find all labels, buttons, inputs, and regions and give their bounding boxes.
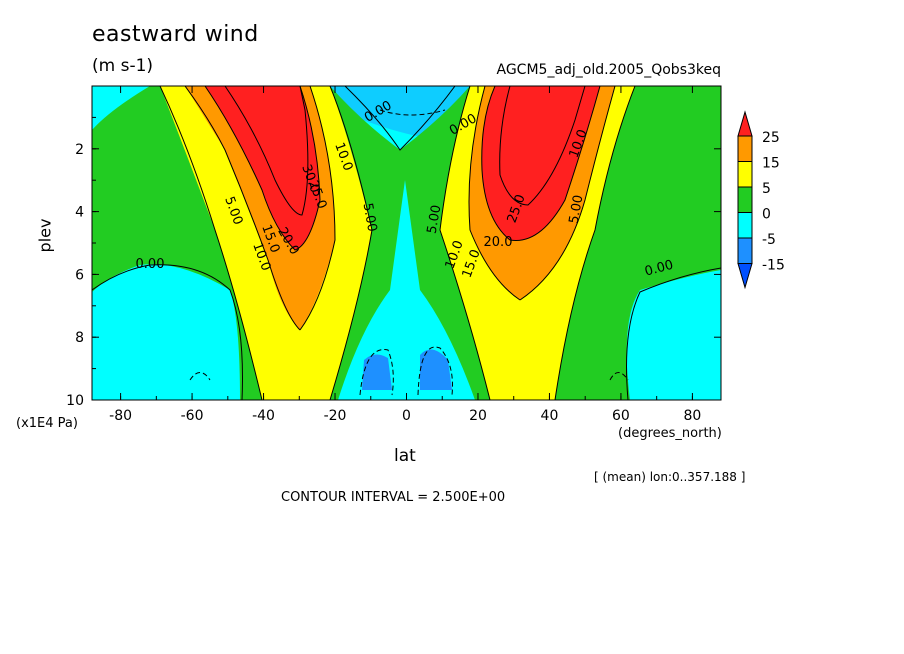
contour-label: 5.00	[567, 194, 587, 225]
x-tick-label: -40	[252, 408, 275, 424]
mean-info: [ (mean) lon:0..357.188 ]	[594, 470, 746, 484]
colorbar-segment	[737, 237, 753, 264]
x-tick-label: 80	[683, 408, 701, 424]
colorbar-label: -5	[762, 232, 776, 248]
colorbar-label: 5	[762, 181, 771, 197]
x-tick-label: 0	[402, 408, 411, 424]
chart-title: eastward wind	[92, 22, 259, 47]
colorbar-segment	[737, 161, 753, 188]
axes: -80 -60 -40 -20 0 20 40 60 80 2 4 6 8 10	[66, 86, 721, 424]
y-tick-label: 4	[75, 205, 84, 221]
contour-label: 0.00	[136, 257, 165, 272]
chart-units: (m s-1)	[92, 56, 154, 76]
y-tick-label: 6	[75, 267, 84, 283]
x-tick-label: 60	[612, 408, 630, 424]
contour-label: 0.00	[643, 258, 675, 280]
x-tick-label: -20	[324, 408, 347, 424]
x-tick-label: -60	[181, 408, 204, 424]
y-tick-label: 2	[75, 142, 84, 158]
colorbar-arrow-bottom	[737, 263, 753, 290]
colorbar-arrow-top	[737, 110, 753, 137]
x-axis-label: lat	[394, 446, 416, 466]
colorbar-label: 15	[762, 156, 780, 172]
contour-label: 20.0	[484, 235, 513, 250]
colorbar-label: 25	[762, 130, 780, 146]
fill-negative-pocket	[420, 349, 452, 390]
contour-interval: CONTOUR INTERVAL = 2.500E+00	[281, 490, 506, 505]
colorbar-segment	[737, 212, 753, 239]
colorbar: 25 15 5 0 -5 -15	[737, 110, 785, 290]
contour-lines	[92, 86, 721, 400]
y-tick-label: 10	[66, 393, 84, 409]
contour-label: 5.00	[425, 204, 445, 235]
x-tick-label: 40	[541, 408, 559, 424]
y-tick-label: 8	[75, 330, 84, 346]
dataset-name: AGCM5_adj_old.2005_Qobs3keq	[496, 62, 722, 78]
fill-negative-pocket	[362, 354, 392, 390]
fill-sh-jet-core	[205, 86, 320, 250]
x-tick-label: -80	[109, 408, 132, 424]
negative-contour-lines	[189, 109, 629, 396]
x-tick-label: 20	[469, 408, 487, 424]
contour-label: 5.00	[360, 202, 380, 233]
contour-fill	[92, 86, 721, 400]
colorbar-label: -15	[762, 258, 785, 274]
colorbar-label: 0	[762, 207, 771, 223]
y-axis-units: (x1E4 Pa)	[16, 416, 78, 431]
x-axis-units: (degrees_north)	[618, 426, 722, 441]
colorbar-segment	[737, 186, 753, 213]
fill-nh-jet-core	[481, 86, 600, 241]
colorbar-segment	[737, 135, 753, 162]
